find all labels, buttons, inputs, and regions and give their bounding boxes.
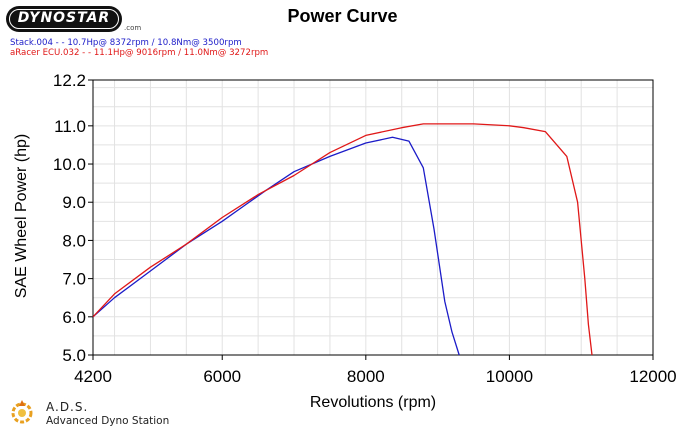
y-tick-label: 10.0 xyxy=(53,155,86,174)
plot-border xyxy=(92,79,654,356)
chart-title: Power Curve xyxy=(287,6,398,26)
y-axis-ticks: 5.0 6.0 7.0 8.0 9.0 10.0 11.0 12.2 xyxy=(53,71,93,365)
logo-badge: DYNOSTAR xyxy=(6,6,122,32)
logo-suffix: .com xyxy=(124,24,142,32)
ads-subtitle: Advanced Dyno Station xyxy=(46,415,170,427)
logo-text: DYNOSTAR xyxy=(17,10,111,26)
dynostar-logo: DYNOSTAR .com xyxy=(6,6,141,34)
legend-entry-stack: Stack.004 - - 10.7Hp@ 8372rpm / 10.8Nm@ … xyxy=(10,38,242,48)
ads-brand: A.D.S. xyxy=(46,400,89,414)
series-lines xyxy=(92,123,593,356)
y-tick-label: 11.0 xyxy=(54,117,86,136)
series-line-aracer xyxy=(92,123,593,356)
y-axis-label: SAE Wheel Power (hp) xyxy=(13,134,30,299)
y-tick-label: 6.0 xyxy=(62,308,86,327)
x-tick-label: 4200 xyxy=(74,367,112,386)
x-tick-label: 6000 xyxy=(203,367,241,386)
plot-frame xyxy=(92,79,654,356)
y-tick-label: 5.0 xyxy=(62,346,86,365)
legend-entry-aracer: aRacer ECU.032 - - 11.1Hp@ 9016rpm / 11.… xyxy=(10,48,269,58)
grid xyxy=(93,80,653,355)
logo-badge-border xyxy=(9,9,119,29)
y-tick-label: 9.0 xyxy=(62,193,86,212)
y-tick-label: 7.0 xyxy=(62,270,86,289)
x-tick-label: 8000 xyxy=(347,367,385,386)
y-tick-label: 12.2 xyxy=(53,71,86,90)
y-tick-label: 8.0 xyxy=(62,231,86,250)
x-axis-ticks: 4200 6000 8000 10000 12000 xyxy=(74,355,677,386)
ads-flame-icon xyxy=(11,400,33,424)
x-axis-label: Revolutions (rpm) xyxy=(310,394,436,411)
x-tick-label: 12000 xyxy=(629,367,676,386)
ads-footer-logo: A.D.S. Advanced Dyno Station xyxy=(8,396,198,428)
x-tick-label: 10000 xyxy=(486,367,533,386)
series-line-stack xyxy=(92,136,460,356)
